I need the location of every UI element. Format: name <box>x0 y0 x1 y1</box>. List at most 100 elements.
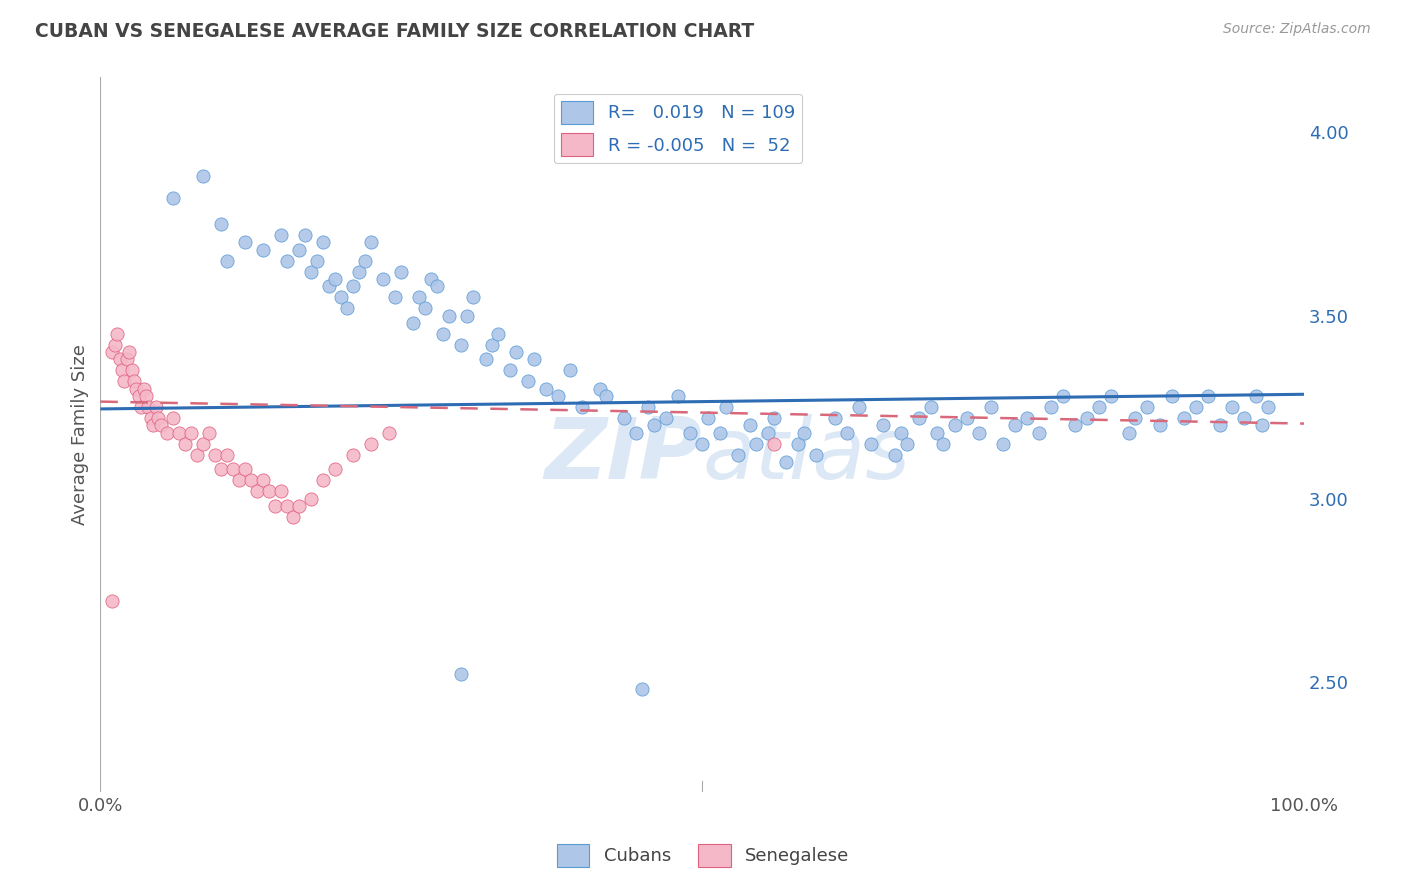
Point <box>745 436 768 450</box>
Point <box>118 345 141 359</box>
Point <box>222 462 245 476</box>
Point <box>1220 400 1243 414</box>
Point <box>408 290 430 304</box>
Point <box>215 448 238 462</box>
Point <box>655 411 678 425</box>
Point <box>264 499 287 513</box>
Point <box>558 363 581 377</box>
Point <box>756 425 779 440</box>
Point <box>288 243 311 257</box>
Point <box>104 338 127 352</box>
Point <box>323 272 346 286</box>
Point <box>690 436 713 450</box>
Point <box>415 301 437 316</box>
Y-axis label: Average Family Size: Average Family Size <box>72 344 89 525</box>
Point <box>112 375 135 389</box>
Text: CUBAN VS SENEGALESE AVERAGE FAMILY SIZE CORRELATION CHART: CUBAN VS SENEGALESE AVERAGE FAMILY SIZE … <box>35 22 755 41</box>
Legend: Cubans, Senegalese: Cubans, Senegalese <box>550 837 856 874</box>
Point <box>420 272 443 286</box>
Text: ZIP: ZIP <box>544 415 702 498</box>
Point <box>312 474 335 488</box>
Point <box>709 425 731 440</box>
Point <box>288 499 311 513</box>
Point <box>1040 400 1063 414</box>
Point <box>793 425 815 440</box>
Point <box>432 326 454 341</box>
Point <box>835 425 858 440</box>
Point <box>463 290 485 304</box>
Point <box>505 345 527 359</box>
Point <box>191 169 214 184</box>
Point <box>173 436 195 450</box>
Point <box>281 510 304 524</box>
Point <box>883 448 905 462</box>
Text: Source: ZipAtlas.com: Source: ZipAtlas.com <box>1223 22 1371 37</box>
Point <box>115 352 138 367</box>
Point <box>1064 418 1087 433</box>
Point <box>139 411 162 425</box>
Point <box>252 243 274 257</box>
Point <box>890 425 912 440</box>
Point <box>101 594 124 608</box>
Point <box>125 382 148 396</box>
Point <box>1136 400 1159 414</box>
Point <box>215 253 238 268</box>
Point <box>378 425 401 440</box>
Point <box>763 436 786 450</box>
Point <box>342 448 364 462</box>
Point <box>270 484 292 499</box>
Point <box>589 382 612 396</box>
Point <box>727 448 749 462</box>
Point <box>859 436 882 450</box>
Point <box>276 253 298 268</box>
Point <box>155 425 177 440</box>
Point <box>167 425 190 440</box>
Point <box>142 418 165 433</box>
Point <box>1197 389 1219 403</box>
Point <box>787 436 810 450</box>
Point <box>135 389 157 403</box>
Point <box>498 363 520 377</box>
Point <box>1099 389 1122 403</box>
Point <box>613 411 636 425</box>
Point <box>246 484 269 499</box>
Legend: R=   0.019   N = 109, R = -0.005   N =  52: R= 0.019 N = 109, R = -0.005 N = 52 <box>554 94 803 163</box>
Point <box>347 264 370 278</box>
Point <box>481 338 503 352</box>
Point <box>233 462 256 476</box>
Point <box>1160 389 1182 403</box>
Point <box>896 436 918 450</box>
Point <box>450 667 472 681</box>
Point <box>1125 411 1147 425</box>
Point <box>1233 411 1256 425</box>
Point <box>666 389 689 403</box>
Point <box>872 418 894 433</box>
Point <box>1118 425 1140 440</box>
Point <box>967 425 990 440</box>
Point <box>257 484 280 499</box>
Point <box>111 363 134 377</box>
Point <box>228 474 250 488</box>
Point <box>204 448 226 462</box>
Point <box>450 338 472 352</box>
Point <box>523 352 546 367</box>
Point <box>1028 425 1050 440</box>
Point <box>907 411 929 425</box>
Point <box>824 411 846 425</box>
Point <box>101 345 124 359</box>
Point <box>191 436 214 450</box>
Point <box>233 235 256 250</box>
Point <box>980 400 1002 414</box>
Point <box>252 474 274 488</box>
Point <box>389 264 412 278</box>
Point <box>1244 389 1267 403</box>
Point <box>149 418 172 433</box>
Point <box>763 411 786 425</box>
Point <box>1149 418 1171 433</box>
Point <box>1209 418 1232 433</box>
Point <box>209 217 232 231</box>
Point <box>1088 400 1111 414</box>
Point <box>547 389 569 403</box>
Point <box>920 400 942 414</box>
Point <box>299 491 322 506</box>
